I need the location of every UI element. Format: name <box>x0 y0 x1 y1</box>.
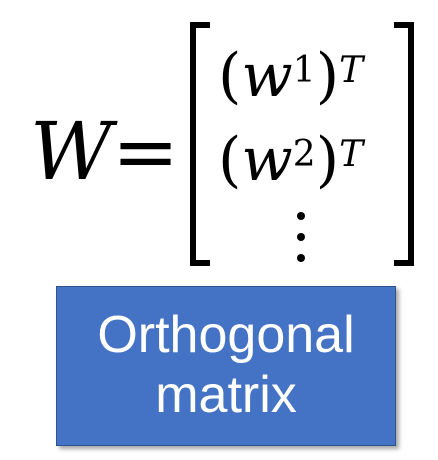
orthogonal-matrix-label: Orthogonal matrix <box>56 286 396 446</box>
row-index: 2 <box>292 134 316 175</box>
label-line-2: matrix <box>155 366 297 424</box>
ellipsis-dot <box>297 233 305 241</box>
row-index: 1 <box>292 50 316 91</box>
open-paren: ( <box>218 125 242 195</box>
close-paren: ) <box>315 125 340 195</box>
transpose-symbol: T <box>339 50 364 91</box>
transpose-symbol: T <box>339 134 364 175</box>
matrix-symbol: W <box>30 105 113 198</box>
right-bracket <box>394 22 414 266</box>
matrix-row-1: (w1)T <box>218 46 363 106</box>
vertical-ellipsis <box>294 212 308 262</box>
close-paren: ) <box>315 41 340 111</box>
ellipsis-dot <box>297 254 305 262</box>
ellipsis-dot <box>297 212 305 220</box>
left-bracket <box>190 22 210 266</box>
matrix-row-2: (w2)T <box>218 130 363 190</box>
row-vector: w <box>241 41 293 111</box>
open-paren: ( <box>218 41 242 111</box>
label-line-1: Orthogonal <box>97 306 355 365</box>
equals-sign: = <box>112 105 180 198</box>
row-vector: w <box>241 125 293 195</box>
